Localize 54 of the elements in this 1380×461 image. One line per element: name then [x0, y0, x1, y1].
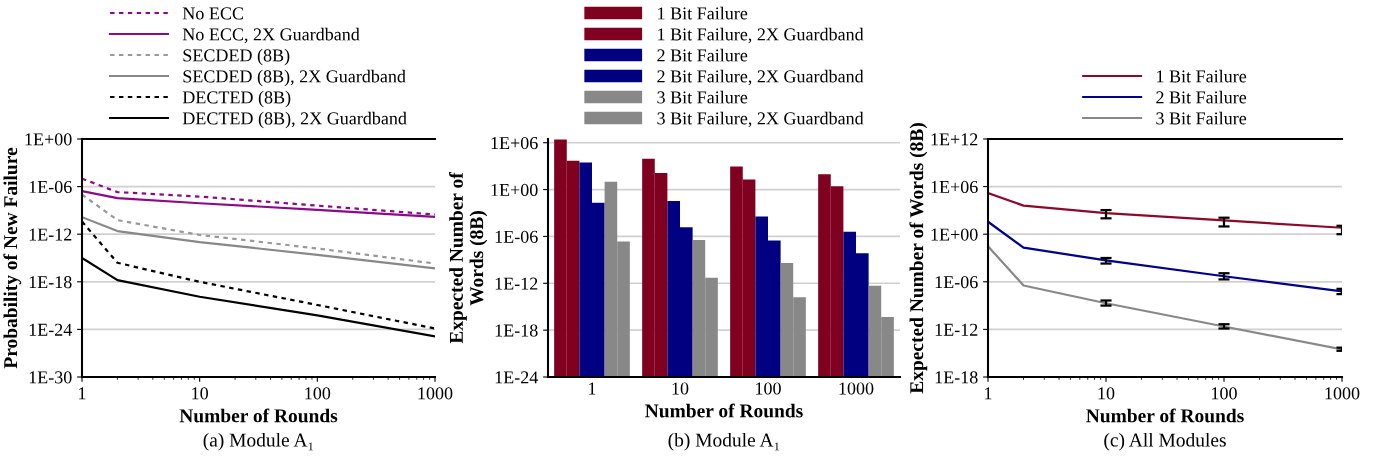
- x-tick-label: 10: [192, 387, 209, 400]
- legend-label: 3 Bit Failure, 2X Guardband: [657, 111, 864, 128]
- legend-label: 2 Bit Failure, 2X Guardband: [657, 69, 864, 86]
- legend-label: 3 Bit Failure: [657, 90, 748, 104]
- text: (c) All Modules: [1104, 432, 1226, 451]
- y-axis-title: Expected Number of Words (8B): [909, 123, 928, 394]
- y-tick-label: 1E-12: [29, 228, 72, 241]
- legend-label: No ECC, 2X Guardband: [182, 27, 360, 44]
- x-tick-label: 100: [305, 387, 331, 400]
- text: (b) Module A₁: [668, 432, 779, 451]
- legend-label: 1 Bit Failure: [658, 6, 748, 20]
- legend-label: SECDED (8B), 2X Guardband: [183, 69, 406, 87]
- legend-label: DECTED (8B): [182, 90, 291, 108]
- legend-label: 2 Bit Failure: [1156, 90, 1247, 104]
- text: (a) Module A₁: [203, 432, 313, 451]
- y-tick-label: 1E+12: [931, 133, 978, 146]
- y-tick-label: 1E-06: [495, 230, 538, 243]
- x-tick-label: 1000: [839, 382, 874, 395]
- y-axis-title: Probability of New Failure: [3, 147, 22, 369]
- y-tick-label: 1E-18: [495, 324, 538, 337]
- legend-label: No ECC: [182, 7, 243, 20]
- y-axis-title: Expected Number of Words (8B): [449, 172, 488, 344]
- y-tick-label: 1E+06: [491, 136, 538, 150]
- y-tick-label: 1E-30: [29, 371, 72, 384]
- legend-label: 2 Bit Failure: [657, 48, 748, 62]
- y-tick-label: 1E-12: [935, 323, 978, 336]
- x-tick-label: 10: [1098, 387, 1115, 400]
- legend-label: SECDED (8B): [183, 48, 290, 66]
- y-tick-label: 1E-06: [935, 276, 978, 289]
- y-tick-label: 1E-24: [495, 371, 538, 384]
- x-tick-label: 10: [672, 382, 689, 395]
- x-tick-label: 1: [79, 387, 86, 400]
- legend-label: 1 Bit Failure, 2X Guardband: [658, 27, 864, 44]
- y-tick-label: 1E-18: [935, 371, 978, 384]
- x-axis-title: Number of Rounds: [645, 403, 803, 418]
- y-tick-label: 1E-06: [29, 180, 72, 194]
- x-tick-label: 100: [756, 382, 781, 395]
- y-tick-label: 1E+00: [931, 228, 978, 241]
- y-tick-label: 1E+00: [491, 183, 538, 197]
- y-tick-label: 1E-18: [29, 276, 72, 289]
- y-tick-label: 1E+06: [931, 180, 978, 194]
- x-tick-label: 1: [589, 382, 596, 395]
- y-tick-label: 1E-24: [29, 323, 72, 336]
- legend-label: DECTED (8B), 2X Guardband: [182, 111, 407, 129]
- x-tick-label: 1000: [1325, 387, 1360, 400]
- x-tick-label: 1000: [418, 387, 453, 400]
- x-tick-label: 100: [1212, 387, 1237, 400]
- legend-label: 1 Bit Failure: [1157, 69, 1247, 83]
- legend-label: 3 Bit Failure: [1156, 111, 1247, 125]
- x-tick-label: 1: [985, 387, 992, 400]
- x-axis-title: Number of Rounds: [1086, 408, 1244, 423]
- x-axis-title: Number of Rounds: [179, 408, 338, 423]
- y-tick-label: 1E+00: [25, 133, 72, 146]
- y-tick-label: 1E-12: [495, 277, 538, 290]
